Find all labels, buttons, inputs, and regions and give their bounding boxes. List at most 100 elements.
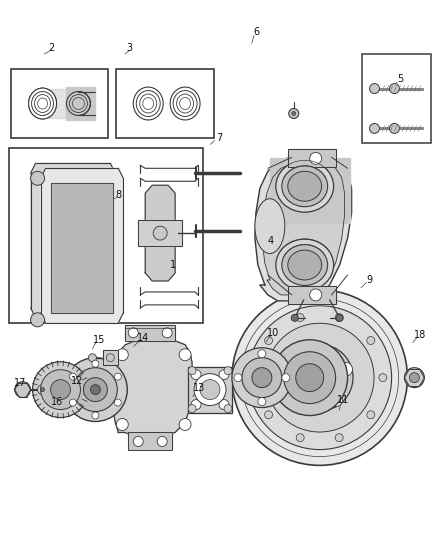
- Circle shape: [219, 400, 229, 409]
- Circle shape: [224, 367, 232, 375]
- Circle shape: [284, 352, 336, 403]
- Circle shape: [389, 124, 399, 133]
- Text: 17: 17: [14, 378, 27, 389]
- Circle shape: [92, 360, 99, 367]
- Text: 1: 1: [170, 261, 176, 270]
- Circle shape: [370, 84, 379, 94]
- Polygon shape: [288, 149, 336, 167]
- Polygon shape: [188, 367, 232, 413]
- Circle shape: [31, 313, 45, 327]
- Ellipse shape: [282, 245, 328, 286]
- Circle shape: [265, 411, 272, 419]
- Text: 18: 18: [414, 329, 426, 340]
- Circle shape: [188, 405, 196, 413]
- Text: 14: 14: [137, 333, 149, 343]
- Circle shape: [253, 374, 261, 382]
- Circle shape: [14, 382, 31, 398]
- Circle shape: [70, 373, 77, 380]
- Circle shape: [41, 387, 45, 392]
- Circle shape: [296, 434, 304, 442]
- Text: 10: 10: [268, 328, 280, 338]
- Text: 6: 6: [253, 27, 259, 37]
- Text: 3: 3: [127, 43, 133, 53]
- Circle shape: [289, 109, 299, 118]
- Circle shape: [31, 171, 45, 185]
- Circle shape: [272, 340, 348, 416]
- Polygon shape: [31, 163, 115, 318]
- Circle shape: [64, 358, 127, 422]
- Bar: [188, 367, 232, 413]
- Ellipse shape: [170, 87, 200, 120]
- Circle shape: [234, 374, 242, 382]
- Circle shape: [252, 368, 272, 387]
- Ellipse shape: [255, 199, 285, 254]
- Circle shape: [258, 350, 266, 358]
- Circle shape: [179, 349, 191, 361]
- Ellipse shape: [276, 239, 334, 291]
- Circle shape: [297, 393, 311, 407]
- Ellipse shape: [28, 88, 57, 119]
- Circle shape: [313, 343, 327, 358]
- Polygon shape: [41, 168, 124, 323]
- Circle shape: [258, 398, 266, 406]
- Circle shape: [114, 373, 121, 380]
- Circle shape: [153, 226, 167, 240]
- Bar: [117, 69, 214, 139]
- Circle shape: [265, 323, 374, 432]
- Ellipse shape: [282, 166, 328, 207]
- Circle shape: [297, 355, 343, 400]
- Circle shape: [179, 418, 191, 431]
- Text: 11: 11: [337, 395, 350, 406]
- Text: 12: 12: [71, 376, 83, 386]
- Circle shape: [92, 412, 99, 419]
- Circle shape: [114, 399, 121, 406]
- Circle shape: [70, 399, 77, 406]
- Bar: [125, 325, 175, 341]
- Bar: [361, 54, 431, 143]
- Circle shape: [232, 348, 292, 408]
- Circle shape: [296, 364, 324, 392]
- Circle shape: [287, 362, 301, 376]
- Circle shape: [162, 328, 172, 338]
- Circle shape: [219, 370, 229, 379]
- Circle shape: [117, 349, 128, 361]
- Polygon shape: [128, 432, 172, 445]
- Text: 4: 4: [268, 236, 274, 246]
- Bar: [11, 69, 108, 139]
- Circle shape: [328, 393, 343, 407]
- Circle shape: [339, 362, 353, 376]
- Circle shape: [248, 306, 392, 449]
- Circle shape: [88, 354, 96, 362]
- Circle shape: [265, 336, 272, 344]
- Polygon shape: [138, 220, 182, 246]
- Circle shape: [296, 313, 304, 321]
- Text: 7: 7: [216, 133, 222, 143]
- Polygon shape: [270, 158, 350, 223]
- Circle shape: [191, 400, 201, 409]
- Circle shape: [282, 374, 290, 382]
- Circle shape: [335, 434, 343, 442]
- Circle shape: [379, 374, 387, 382]
- Polygon shape: [103, 350, 118, 365]
- Circle shape: [200, 379, 220, 400]
- Ellipse shape: [288, 171, 321, 201]
- Circle shape: [133, 437, 143, 447]
- Text: 16: 16: [50, 397, 63, 407]
- Circle shape: [224, 405, 232, 413]
- Circle shape: [367, 336, 375, 344]
- Polygon shape: [67, 86, 95, 120]
- Polygon shape: [262, 163, 345, 295]
- Circle shape: [50, 379, 71, 400]
- Circle shape: [292, 111, 296, 116]
- Circle shape: [367, 411, 375, 419]
- Polygon shape: [288, 286, 336, 304]
- Circle shape: [188, 367, 196, 375]
- Circle shape: [291, 314, 298, 321]
- Polygon shape: [112, 341, 192, 438]
- Circle shape: [232, 290, 407, 465]
- Text: 13: 13: [193, 383, 205, 393]
- Bar: [288, 149, 336, 167]
- Circle shape: [83, 378, 107, 401]
- Circle shape: [41, 370, 81, 409]
- Circle shape: [106, 354, 114, 362]
